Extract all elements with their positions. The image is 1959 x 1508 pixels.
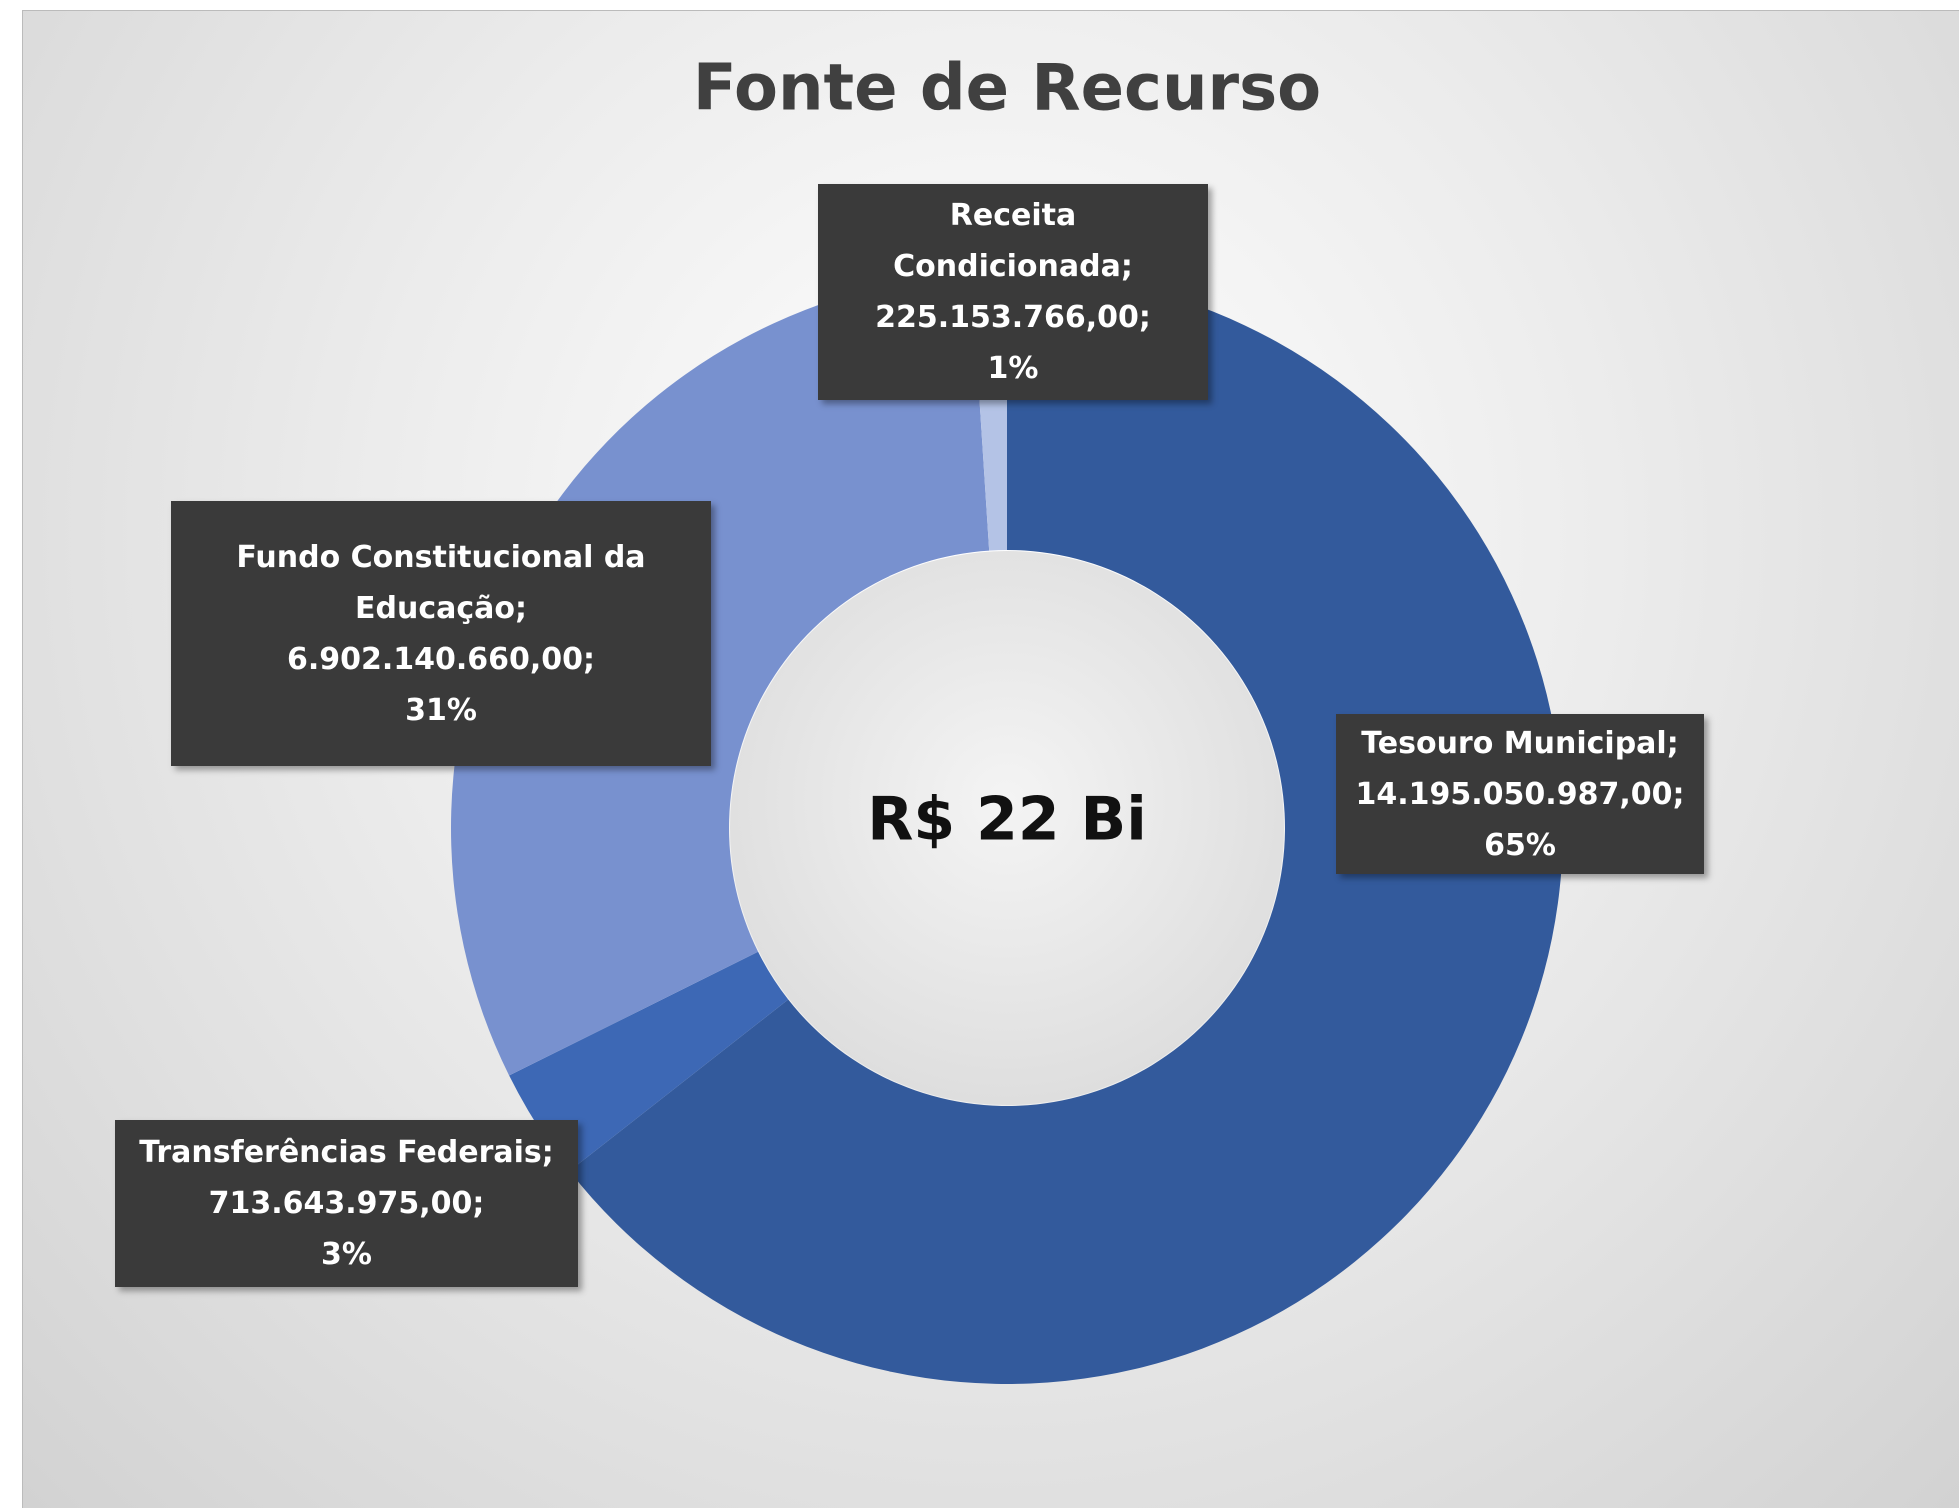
donut-slice <box>509 951 789 1172</box>
donut-slice <box>450 273 990 1076</box>
category-name: Fundo Constitucional da Educação <box>236 539 646 626</box>
data-label-text: Tesouro Municipal; 14.195.050.987,00; 65% <box>1356 718 1685 871</box>
data-label-text: Transferências Federais; 713.643.975,00; 3… <box>139 1127 554 1280</box>
data-label-text: Receita Condicionada; 225.153.766,00; 1% <box>832 190 1194 394</box>
donut-slice <box>569 272 1563 1385</box>
category-name: Tesouro Municipal <box>1361 725 1667 761</box>
value-label: 713.643.975,00 <box>208 1186 473 1221</box>
separator: ; <box>1138 300 1151 335</box>
data-label: Tesouro Municipal; 14.195.050.987,00; 65% <box>1336 714 1704 874</box>
data-label: Receita Condicionada; 225.153.766,00; 1% <box>818 184 1208 400</box>
category-name: Receita Condicionada <box>893 198 1121 284</box>
center-label: R$ 22 Bi <box>867 785 1147 855</box>
percent-label: 65% <box>1484 827 1556 863</box>
data-label-text: Fundo Constitucional da Educação; 6.902.1… <box>185 532 697 736</box>
separator: ; <box>541 1135 554 1170</box>
value-label: 14.195.050.987,00 <box>1355 776 1673 812</box>
chart-title: Fonte de Recurso <box>693 52 1321 126</box>
separator: ; <box>1666 725 1679 761</box>
data-label: Transferências Federais; 713.643.975,00; 3… <box>115 1120 578 1287</box>
value-label: 225.153.766,00 <box>875 300 1139 335</box>
separator: ; <box>515 590 527 626</box>
data-label: Fundo Constitucional da Educação; 6.902.1… <box>171 501 711 766</box>
percent-label: 1% <box>987 351 1039 386</box>
percent-label: 31% <box>405 692 477 728</box>
separator: ; <box>472 1186 485 1221</box>
donut-hole <box>730 551 1284 1105</box>
separator: ; <box>1672 776 1685 812</box>
category-name: Transferências Federais <box>139 1135 542 1170</box>
percent-label: 3% <box>321 1237 372 1272</box>
value-label: 6.902.140.660,00 <box>286 641 584 677</box>
separator: ; <box>1120 249 1133 284</box>
separator: ; <box>583 641 596 677</box>
